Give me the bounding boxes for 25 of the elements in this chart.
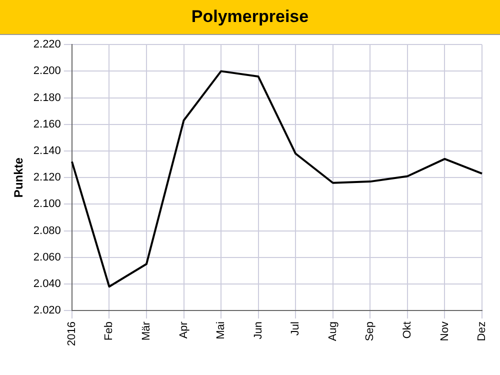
y-tick-label: 2.040 [33, 278, 61, 290]
y-tick-label: 2.140 [33, 145, 61, 158]
y-tick-label: 2.160 [33, 118, 61, 130]
y-tick-label: 2.200 [33, 65, 61, 78]
x-tick-label: Feb [103, 322, 116, 340]
x-tick-label: Jun [252, 322, 264, 340]
x-tick-label: 2016 [66, 322, 78, 346]
x-tick-label: Okt [401, 322, 414, 339]
x-tick-label: Dez [476, 322, 488, 342]
x-tick-label: Nov [438, 321, 451, 342]
y-tick-label: 2.120 [33, 172, 61, 184]
y-tick-label: 2.220 [33, 38, 61, 51]
y-tick-label: 2.060 [33, 251, 61, 264]
x-tick-label: Sep [364, 322, 376, 342]
x-tick-label: Apr [178, 321, 190, 339]
y-tick-label: 2.180 [33, 92, 61, 104]
x-tick-label: Mär [140, 321, 153, 340]
x-tick-label: Mai [215, 322, 228, 340]
y-tick-label: 2.100 [33, 198, 61, 210]
y-tick-label: 2.080 [33, 224, 61, 237]
y-tick-label: 2.020 [33, 304, 61, 317]
x-tick-label: Jul [290, 322, 302, 336]
y-axis-title: Punkte [12, 157, 26, 198]
chart-title: Polymerpreise [0, 0, 500, 35]
x-tick-label: Aug [326, 322, 339, 342]
